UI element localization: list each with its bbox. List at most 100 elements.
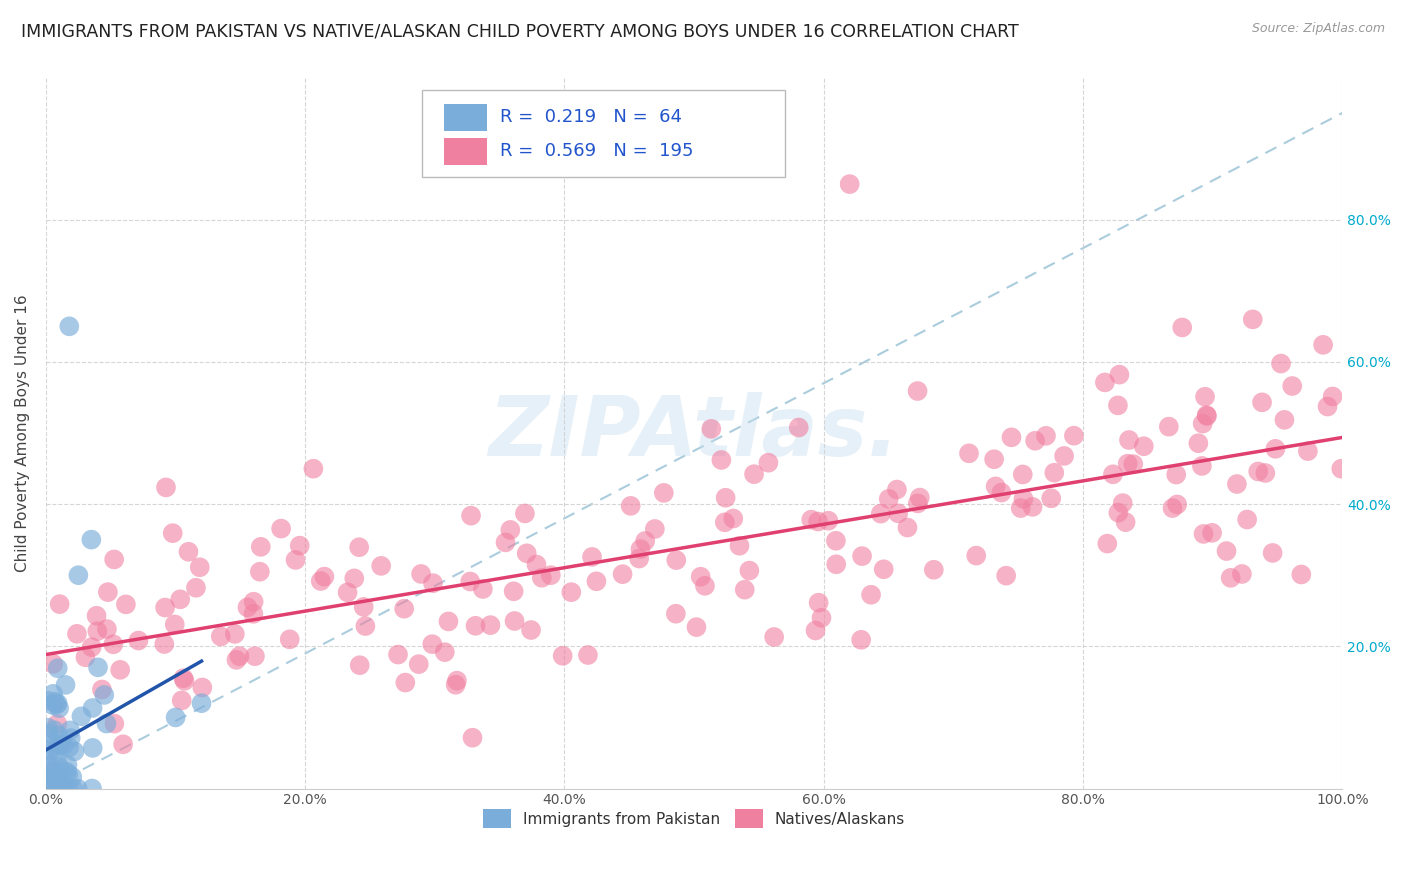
Point [184, 581, 207, 595]
Bar [444, 138, 486, 165]
Point [1011, 467, 1033, 482]
Point [887, 506, 910, 520]
Point [177, 545, 200, 559]
Point [45, 742, 67, 756]
Point [714, 491, 737, 505]
Point [520, 623, 543, 637]
Y-axis label: Child Poverty Among Boys Under 16: Child Poverty Among Boys Under 16 [15, 294, 30, 572]
Point [336, 585, 359, 599]
Point [1226, 477, 1249, 491]
Point [170, 693, 193, 707]
Point [67, 568, 90, 582]
Point [1035, 429, 1057, 443]
Point [52, 739, 75, 753]
Point [153, 600, 176, 615]
Point [422, 576, 444, 591]
Point [763, 630, 786, 644]
Point [873, 562, 896, 576]
Point [471, 582, 494, 596]
FancyBboxPatch shape [422, 90, 785, 177]
Point [807, 596, 830, 610]
Point [37, 693, 59, 707]
Point [446, 673, 468, 688]
Point [51, 781, 73, 796]
Point [44, 695, 66, 709]
Point [41, 779, 63, 793]
Point [804, 624, 827, 638]
Point [42, 764, 65, 779]
Point [907, 496, 929, 510]
Point [242, 607, 264, 621]
Text: ZIPAtlas.: ZIPAtlas. [489, 392, 900, 474]
Point [42, 657, 65, 671]
Point [1296, 444, 1319, 458]
Point [162, 526, 184, 541]
Point [1010, 501, 1032, 516]
Point [1094, 376, 1116, 390]
Point [877, 491, 900, 506]
Point [66, 781, 89, 796]
Point [288, 539, 311, 553]
Point [127, 633, 149, 648]
Point [1236, 512, 1258, 526]
Point [80, 640, 103, 654]
Point [742, 467, 765, 482]
Point [343, 571, 366, 585]
Point [1254, 466, 1277, 480]
Point [408, 657, 430, 672]
Point [1040, 491, 1063, 506]
Text: R =  0.219   N =  64: R = 0.219 N = 64 [499, 108, 682, 127]
Point [957, 446, 980, 460]
Point [1247, 465, 1270, 479]
Point [56, 758, 79, 772]
Point [51, 781, 73, 796]
Point [502, 584, 524, 599]
Point [1161, 501, 1184, 516]
Point [1219, 571, 1241, 585]
Point [46, 661, 69, 675]
Point [103, 637, 125, 651]
Point [55, 678, 77, 692]
Point [1195, 408, 1218, 422]
Point [1000, 430, 1022, 444]
Point [1107, 506, 1129, 520]
Point [48, 701, 70, 715]
Point [1053, 449, 1076, 463]
Point [728, 539, 751, 553]
Point [41, 764, 63, 779]
Point [460, 508, 482, 523]
Point [530, 571, 553, 585]
Point [35, 755, 58, 769]
Point [278, 632, 301, 647]
Point [56, 764, 79, 779]
Point [464, 619, 486, 633]
Point [58, 740, 80, 755]
Point [479, 618, 502, 632]
Point [1274, 413, 1296, 427]
Point [612, 567, 634, 582]
Point [984, 479, 1007, 493]
Point [108, 663, 131, 677]
Point [499, 523, 522, 537]
Point [1116, 457, 1139, 471]
Point [1264, 442, 1286, 456]
Point [82, 740, 104, 755]
Point [103, 716, 125, 731]
Point [49, 781, 72, 796]
Text: R =  0.569   N =  195: R = 0.569 N = 195 [499, 143, 693, 161]
Point [461, 731, 484, 745]
Point [353, 599, 375, 614]
Point [1043, 466, 1066, 480]
Point [284, 553, 307, 567]
Point [87, 660, 110, 674]
Point [458, 574, 481, 589]
Point [693, 579, 716, 593]
Point [370, 558, 392, 573]
Point [45, 698, 67, 712]
Point [165, 710, 187, 724]
Point [503, 614, 526, 628]
Point [634, 533, 657, 548]
Point [1201, 525, 1223, 540]
Point [1281, 379, 1303, 393]
Point [1107, 398, 1129, 412]
